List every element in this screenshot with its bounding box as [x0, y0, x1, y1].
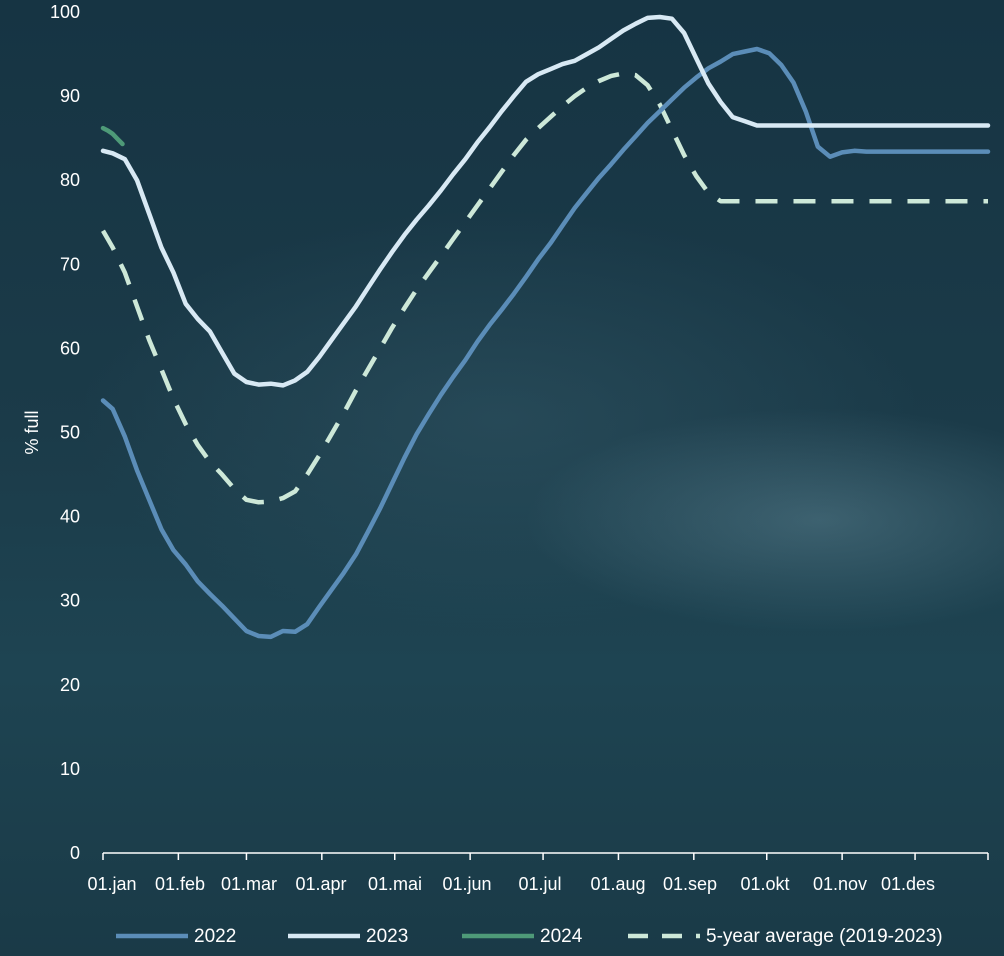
y-tick-label: 100: [50, 2, 80, 22]
legend-label: 2022: [194, 926, 236, 947]
y-tick-label: 40: [60, 507, 80, 527]
legend-label: 5-year average (2019-2023): [706, 926, 943, 947]
x-tick-label: 01.mar: [221, 874, 277, 894]
x-tick-label: 01.apr: [295, 874, 346, 894]
axes: 01.jan 01.feb 01.mar 01.apr 01.mai 01.jun 01.j…: [50, 2, 989, 894]
y-tick-label: 20: [60, 675, 80, 695]
y-tick-label: 80: [60, 170, 80, 190]
y-tick-label: 30: [60, 591, 80, 611]
x-tick-label: 01.jun: [442, 874, 491, 894]
y-tick-label: 90: [60, 86, 80, 106]
legend: 2022 2023 2024 5-year average (2019-2023): [116, 926, 943, 947]
legend-label: 2023: [366, 926, 408, 947]
x-tick-label: 01.aug: [590, 874, 645, 894]
x-tick-label: 01.sep: [663, 874, 717, 894]
series-line-2024: [100, 125, 125, 147]
x-tick-label: 01.des: [881, 874, 935, 894]
x-tick-label: 01.mai: [368, 874, 422, 894]
y-tick-label: 10: [60, 759, 80, 779]
y-tick-label: 60: [60, 338, 80, 358]
series-line-5year: [101, 71, 988, 505]
x-tick-label: 01.okt: [740, 874, 789, 894]
y-axis-label: % full: [22, 410, 42, 454]
series-line-2022: [100, 46, 991, 640]
x-tick-label: 01.nov: [813, 874, 867, 894]
x-tick-label: 01.feb: [155, 874, 205, 894]
legend-label: 2024: [540, 926, 583, 947]
x-tick-label: 01.jul: [518, 874, 561, 894]
y-tick-label: 0: [70, 843, 80, 863]
y-tick-label: 50: [60, 423, 80, 443]
y-tick-label: 70: [60, 254, 80, 274]
series-layer: [100, 14, 991, 640]
series-line-2023: [100, 14, 991, 388]
x-tick-label: 01.jan: [87, 874, 136, 894]
